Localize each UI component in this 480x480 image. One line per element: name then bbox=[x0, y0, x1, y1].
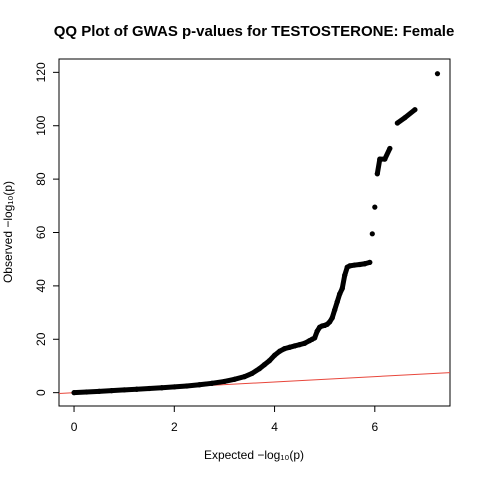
data-point bbox=[146, 385, 152, 392]
data-point bbox=[231, 376, 238, 382]
data-point bbox=[209, 380, 215, 386]
data-point bbox=[332, 307, 338, 313]
data-point bbox=[196, 382, 202, 388]
y-tick-label: 0 bbox=[34, 389, 48, 396]
y-axis-label: Observed −log₁₀(p) bbox=[1, 181, 15, 283]
data-point bbox=[329, 315, 335, 321]
data-point bbox=[292, 343, 298, 349]
data-point bbox=[394, 120, 400, 126]
data-point bbox=[121, 387, 127, 393]
data-point bbox=[276, 348, 283, 354]
y-tick-label: 40 bbox=[34, 279, 48, 293]
data-point bbox=[339, 285, 345, 292]
y-tick-label: 120 bbox=[34, 62, 48, 82]
data-point bbox=[302, 340, 308, 346]
data-point bbox=[261, 362, 268, 368]
data-point bbox=[402, 115, 408, 121]
y-tick-label: 100 bbox=[34, 115, 48, 135]
data-point bbox=[374, 171, 380, 177]
data-point bbox=[159, 385, 165, 391]
data-point bbox=[297, 342, 303, 348]
x-axis: 0 2 4 6 bbox=[71, 406, 378, 434]
data-point bbox=[71, 390, 77, 396]
data-point bbox=[256, 366, 263, 372]
data-point bbox=[387, 145, 393, 152]
data-point bbox=[327, 319, 333, 325]
y-tick-label: 20 bbox=[34, 332, 48, 346]
x-axis-label: Expected −log₁₀(p) bbox=[204, 448, 304, 462]
data-point bbox=[221, 378, 228, 385]
data-point bbox=[337, 291, 343, 297]
data-point bbox=[334, 299, 340, 305]
x-tick-label: 0 bbox=[71, 420, 78, 434]
plot-frame bbox=[58, 58, 451, 407]
data-point bbox=[342, 272, 348, 278]
data-point bbox=[96, 388, 102, 394]
data-point bbox=[369, 231, 375, 237]
y-tick-label: 60 bbox=[34, 226, 48, 240]
y-axis: 0 20 40 60 80 100 120 bbox=[34, 62, 59, 396]
data-point bbox=[412, 107, 418, 113]
data-point bbox=[286, 344, 293, 350]
chart-title: QQ Plot of GWAS p-values for TESTOSTERON… bbox=[54, 23, 455, 40]
x-tick-label: 2 bbox=[171, 420, 178, 434]
data-point bbox=[249, 370, 255, 377]
data-point bbox=[434, 71, 441, 77]
data-point bbox=[352, 262, 358, 268]
data-point bbox=[362, 261, 368, 267]
data-points bbox=[71, 71, 441, 396]
x-tick-label: 6 bbox=[371, 420, 378, 434]
data-point bbox=[372, 204, 378, 210]
data-point bbox=[241, 374, 248, 380]
x-tick-label: 4 bbox=[271, 420, 278, 434]
data-point bbox=[312, 335, 318, 341]
data-point bbox=[109, 388, 115, 394]
data-point bbox=[184, 383, 190, 389]
data-point bbox=[357, 261, 363, 268]
data-point bbox=[382, 156, 388, 162]
data-point bbox=[314, 328, 320, 334]
data-point bbox=[134, 386, 140, 392]
data-point bbox=[281, 346, 288, 352]
y-tick-label: 80 bbox=[34, 172, 48, 186]
data-point bbox=[266, 358, 273, 364]
data-point bbox=[347, 263, 353, 269]
data-point bbox=[367, 259, 373, 265]
data-point bbox=[377, 156, 383, 162]
data-point bbox=[271, 352, 278, 358]
data-point bbox=[83, 389, 90, 395]
data-point bbox=[171, 384, 177, 390]
